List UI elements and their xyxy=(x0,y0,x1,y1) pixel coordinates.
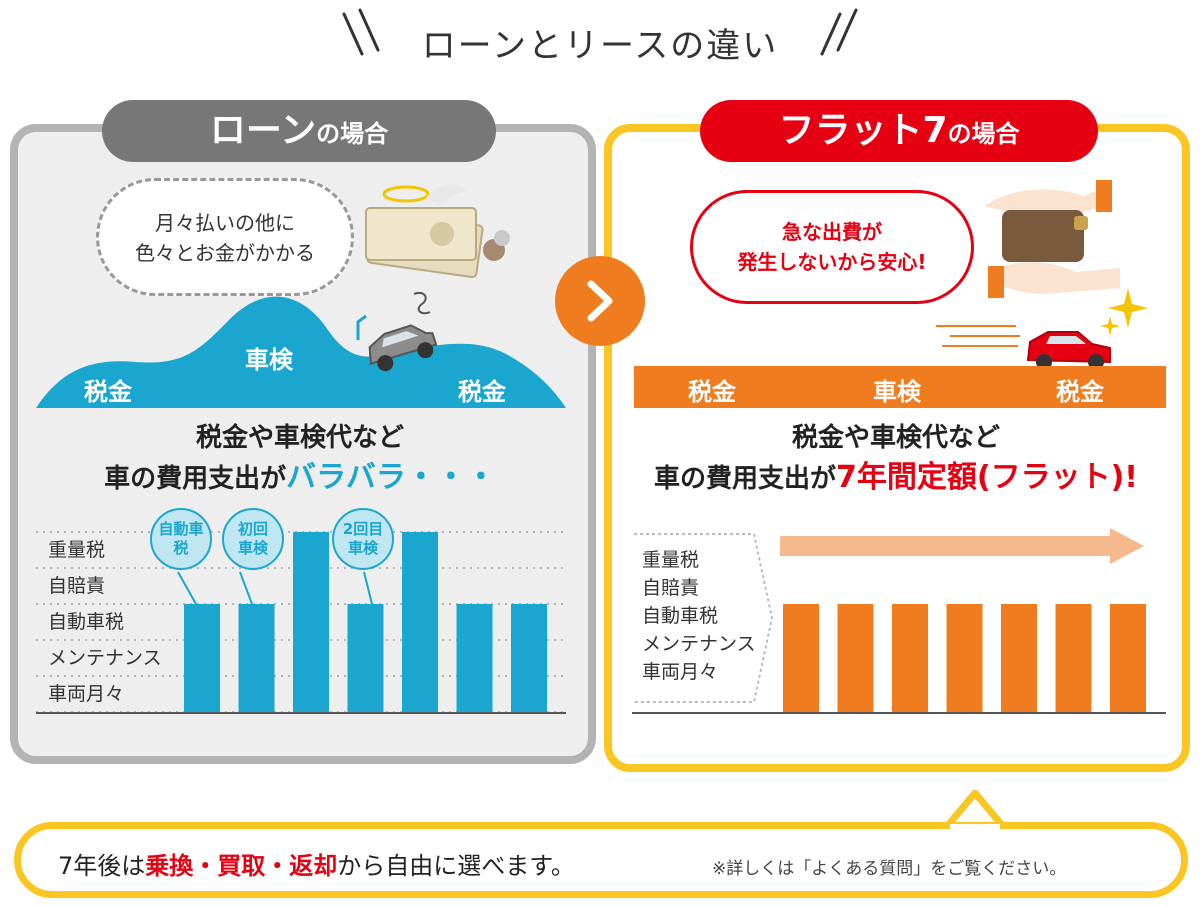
loan-wave-label-2: 車検 xyxy=(245,346,293,374)
bar-6 xyxy=(456,604,493,712)
bar-1 xyxy=(783,604,819,712)
title-slash-right xyxy=(820,8,858,56)
flat-category-list: 重量税 自賠責 自動車税 メンテナンス 車両月々 xyxy=(642,546,756,686)
loan-wave-label-1: 税金 xyxy=(84,378,132,406)
footer-pointer xyxy=(942,790,1008,830)
flat-bubble-line-1: 急な出費が xyxy=(782,220,882,244)
loan-category-4: メンテナンス xyxy=(48,647,162,669)
footer-message: 7年後は乗換・買取・返却から自由に選べます。 xyxy=(58,846,575,881)
loan-desc-line-1: 税金や車検代など xyxy=(195,423,404,453)
footer-separator-1: ・ xyxy=(193,852,218,880)
sparkle-icon xyxy=(1100,288,1148,336)
loan-callout-1-text: 自動車税 xyxy=(158,520,204,557)
flat-header-small: の場合 xyxy=(947,120,1020,148)
red-car-icon xyxy=(936,325,1111,370)
flat-header: フラット7の場合 xyxy=(700,100,1098,162)
flat-category-2: 自賠責 xyxy=(642,577,700,599)
loan-category-3: 自動車税 xyxy=(48,611,125,633)
bar-3 xyxy=(892,604,928,712)
callout-pointer-1 xyxy=(177,571,197,605)
bar-2 xyxy=(238,604,275,712)
flat-band-label-2: 車検 xyxy=(873,378,921,406)
loan-callout-2: 初回 車検 xyxy=(222,508,284,570)
bar-7 xyxy=(1110,604,1146,712)
loan-description: 税金や車検代など 車の費用支出がバラバラ・・・ xyxy=(20,418,580,499)
flat-band-label-3: 税金 xyxy=(1056,378,1104,406)
loan-category-5: 車両月々 xyxy=(48,683,125,705)
loan-wave-label-3: 税金 xyxy=(458,378,506,406)
title-slash-left xyxy=(342,8,380,56)
footer-note: ※詳しくは「よくある質問」をご覧ください。 xyxy=(712,859,1067,879)
bar-5 xyxy=(1001,604,1037,712)
footer-prefix: 7年後は xyxy=(58,852,146,880)
wallet-in-hands-icon xyxy=(984,180,1120,298)
bar-6 xyxy=(1055,604,1092,712)
footer-separator-2: ・ xyxy=(265,852,290,880)
loan-desc-highlight: バラバラ・・・ xyxy=(286,460,496,495)
footer-option-2: 買取 xyxy=(217,852,266,880)
bar-4 xyxy=(347,604,384,712)
flat-speech-bubble: 急な出費が 発生しないから安心! xyxy=(690,190,974,304)
loan-callout-3-text: 2回目 車検 xyxy=(342,520,384,557)
loan-callout-2-text: 初回 車検 xyxy=(237,520,268,557)
bar-4 xyxy=(946,604,983,712)
loan-desc-line-2: 車の費用支出が xyxy=(104,464,287,494)
footer-pointer-cover xyxy=(950,824,1000,834)
chevron-right-icon xyxy=(587,280,613,322)
flat-category-4: メンテナンス xyxy=(642,633,756,655)
flat-cost-chart: 1年目2年目3年目4年目5年目6年目7年目 xyxy=(632,604,1166,714)
loan-category-2: 自賠責 xyxy=(48,575,106,597)
page-title: ローンとリースの違い xyxy=(421,26,779,66)
flat-category-bracket xyxy=(634,533,774,703)
flat-bubble-line-2: 発生しないから安心! xyxy=(737,250,927,274)
bar-5 xyxy=(402,532,438,712)
flat-desc-line-2: 車の費用支出が xyxy=(654,464,837,494)
bar-7 xyxy=(511,604,547,712)
loan-header-big: ローン xyxy=(209,110,317,151)
loan-header: ローンの場合 xyxy=(102,100,496,162)
loan-header-small: の場合 xyxy=(316,120,389,148)
loan-cost-chart: 1年目2年目3年目4年目5年目6年目7年目 xyxy=(36,531,566,714)
footer-box xyxy=(14,822,1188,898)
footer-option-1: 乗換 xyxy=(145,852,194,880)
footer-suffix: から自由に選べます。 xyxy=(337,852,575,880)
callout-pointer-2 xyxy=(239,571,253,605)
loan-callout-1: 自動車税 xyxy=(150,508,212,570)
loan-bubble-line-2: 色々とお金がかかる xyxy=(135,241,315,265)
flat-description: 税金や車検代など 車の費用支出が7年間定額(フラット)! xyxy=(616,418,1176,499)
flat-category-5: 車両月々 xyxy=(642,661,719,683)
car-icon xyxy=(356,292,438,372)
loan-category-1: 重量税 xyxy=(48,539,106,561)
flat-desc-line-1: 税金や車検代など xyxy=(791,423,1000,453)
flat-category-1: 重量税 xyxy=(642,549,700,571)
loan-category-list: 重量税 自賠責 自動車税 メンテナンス 車両月々 xyxy=(48,532,162,712)
next-arrow-circle xyxy=(555,256,645,346)
bar-3 xyxy=(293,532,329,712)
loan-callout-3: 2回目 車検 xyxy=(332,508,394,570)
money-with-wings-icon xyxy=(365,184,510,279)
loan-bubble-line-1: 月々払いの他に xyxy=(155,211,295,235)
flat-cost-band xyxy=(634,366,1166,408)
flat-category-3: 自動車税 xyxy=(642,605,719,627)
loan-speech-bubble: 月々払いの他に 色々とお金がかかる xyxy=(96,178,354,296)
flat-band-label-1: 税金 xyxy=(688,378,736,406)
footer-option-3: 返却 xyxy=(289,852,338,880)
bar-1 xyxy=(184,604,220,712)
flat-desc-highlight: 7年間定額(フラット)! xyxy=(836,460,1138,495)
callout-pointer-3 xyxy=(363,571,373,605)
flat-trend-arrow xyxy=(780,528,1144,564)
flat-header-big: フラット7 xyxy=(778,110,948,151)
bar-2 xyxy=(837,604,874,712)
loan-wave-band xyxy=(36,296,566,408)
